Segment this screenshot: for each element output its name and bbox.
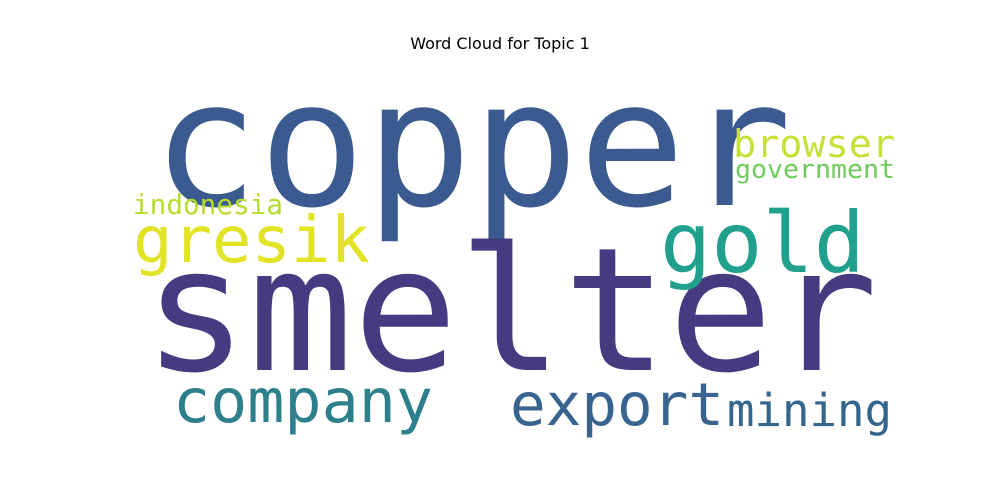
chart-title: Word Cloud for Topic 1 <box>410 34 590 53</box>
word-mining: mining <box>727 384 892 437</box>
word-gresik: gresik <box>133 203 370 278</box>
word-copper: copper <box>152 44 792 247</box>
word-government: government <box>735 155 895 185</box>
word-export: export <box>510 371 724 439</box>
word-company: company <box>173 367 433 437</box>
word-gold: gold <box>660 194 865 292</box>
word-indonesia: indonesia <box>133 190 283 221</box>
word-browser: browser <box>733 122 895 166</box>
word-smelter: smelter <box>143 211 878 411</box>
